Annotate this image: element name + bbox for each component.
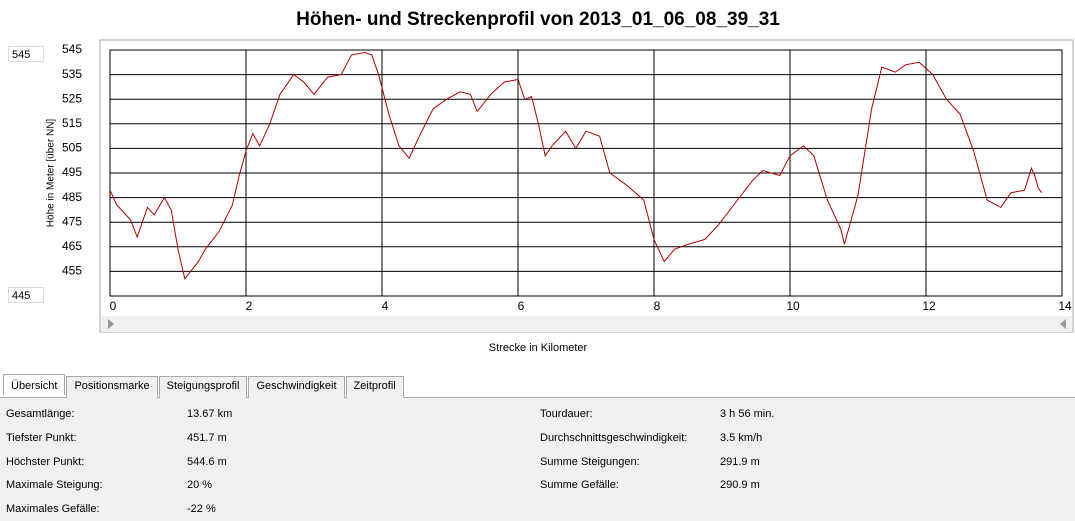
summary-label: Summe Gefälle: — [540, 479, 619, 492]
y-tick-label: 475 — [62, 214, 82, 228]
tab[interactable]: Geschwindigkeit — [248, 376, 345, 398]
y-max-input[interactable]: 545 — [8, 46, 44, 62]
summary-label: Summe Steigungen: — [540, 455, 640, 468]
summary-value: 544.6 m — [187, 455, 227, 468]
summary-value: 3.5 km/h — [720, 431, 763, 444]
chart-title: Höhen- und Streckenprofil von 2013_01_06… — [296, 9, 780, 30]
scroll-right[interactable] — [1060, 319, 1066, 329]
summary-panel: Gesamtlänge: 13.67 km Tiefster Punkt: 451.7… — [0, 397, 1075, 521]
summary-value: 451.7 m — [187, 431, 227, 444]
x-tick-label: 4 — [382, 299, 389, 313]
summary-value: 13.67 km — [187, 408, 233, 420]
x-axis-label: Strecke in Kilometer — [489, 342, 588, 354]
y-tick-label: 505 — [62, 141, 82, 155]
tab[interactable]: Übersicht — [3, 374, 66, 395]
x-tick-label: 10 — [786, 299, 800, 313]
summary-value: 20 % — [187, 479, 213, 492]
summary-value: 290.9 m — [720, 479, 760, 492]
x-tick-label: 2 — [246, 299, 253, 313]
tab[interactable]: Positionsmarke — [66, 376, 158, 398]
y-axis-label: Höhe in Meter [über NN] — [46, 119, 57, 228]
y-tick-label: 535 — [62, 67, 82, 81]
x-tick-label: 8 — [654, 299, 661, 313]
scrollbar[interactable] — [101, 316, 1072, 332]
y-min-input[interactable]: 445 — [8, 287, 44, 303]
summary-label: Maximale Steigung: — [6, 479, 103, 492]
summary-value: -22 % — [187, 503, 216, 516]
x-tick-label: 12 — [922, 299, 936, 313]
y-tick-label: 455 — [62, 264, 82, 278]
scroll-left[interactable] — [108, 319, 114, 329]
summary-label: Maximales Gefälle: — [6, 503, 100, 516]
summary-value: 291.9 m — [720, 455, 760, 468]
tab[interactable]: Zeitprofil — [345, 376, 404, 398]
tab-bar: Übersicht Positionsmarke Steigungsprofil Ge… — [3, 374, 405, 398]
y-tick-label: 545 — [62, 42, 82, 56]
summary-label: Tiefster Punkt: — [6, 431, 77, 444]
x-tick-label: 14 — [1058, 299, 1072, 313]
summary-label: Tourdauer: — [540, 408, 593, 420]
x-tick-label: 6 — [518, 299, 525, 313]
elevation-line — [109, 51, 1043, 280]
summary-value: 3 h 56 min. — [720, 408, 775, 420]
y-tick-label: 525 — [62, 91, 82, 105]
y-tick-label: 495 — [62, 165, 82, 179]
y-tick-label: 485 — [62, 190, 82, 204]
chart: Höhen- und Streckenprofil von 2013_01_06… — [46, 9, 1074, 354]
tab[interactable]: Steigungsprofil — [158, 376, 248, 398]
summary-label: Gesamtlänge: — [6, 408, 75, 420]
y-tick-label: 465 — [62, 239, 82, 253]
summary-label: Durchschnittsgeschwindigkeit: — [540, 431, 688, 444]
y-tick-label: 515 — [62, 116, 82, 130]
x-tick-label: 0 — [110, 299, 117, 313]
summary-label: Höchster Punkt: — [6, 455, 85, 468]
